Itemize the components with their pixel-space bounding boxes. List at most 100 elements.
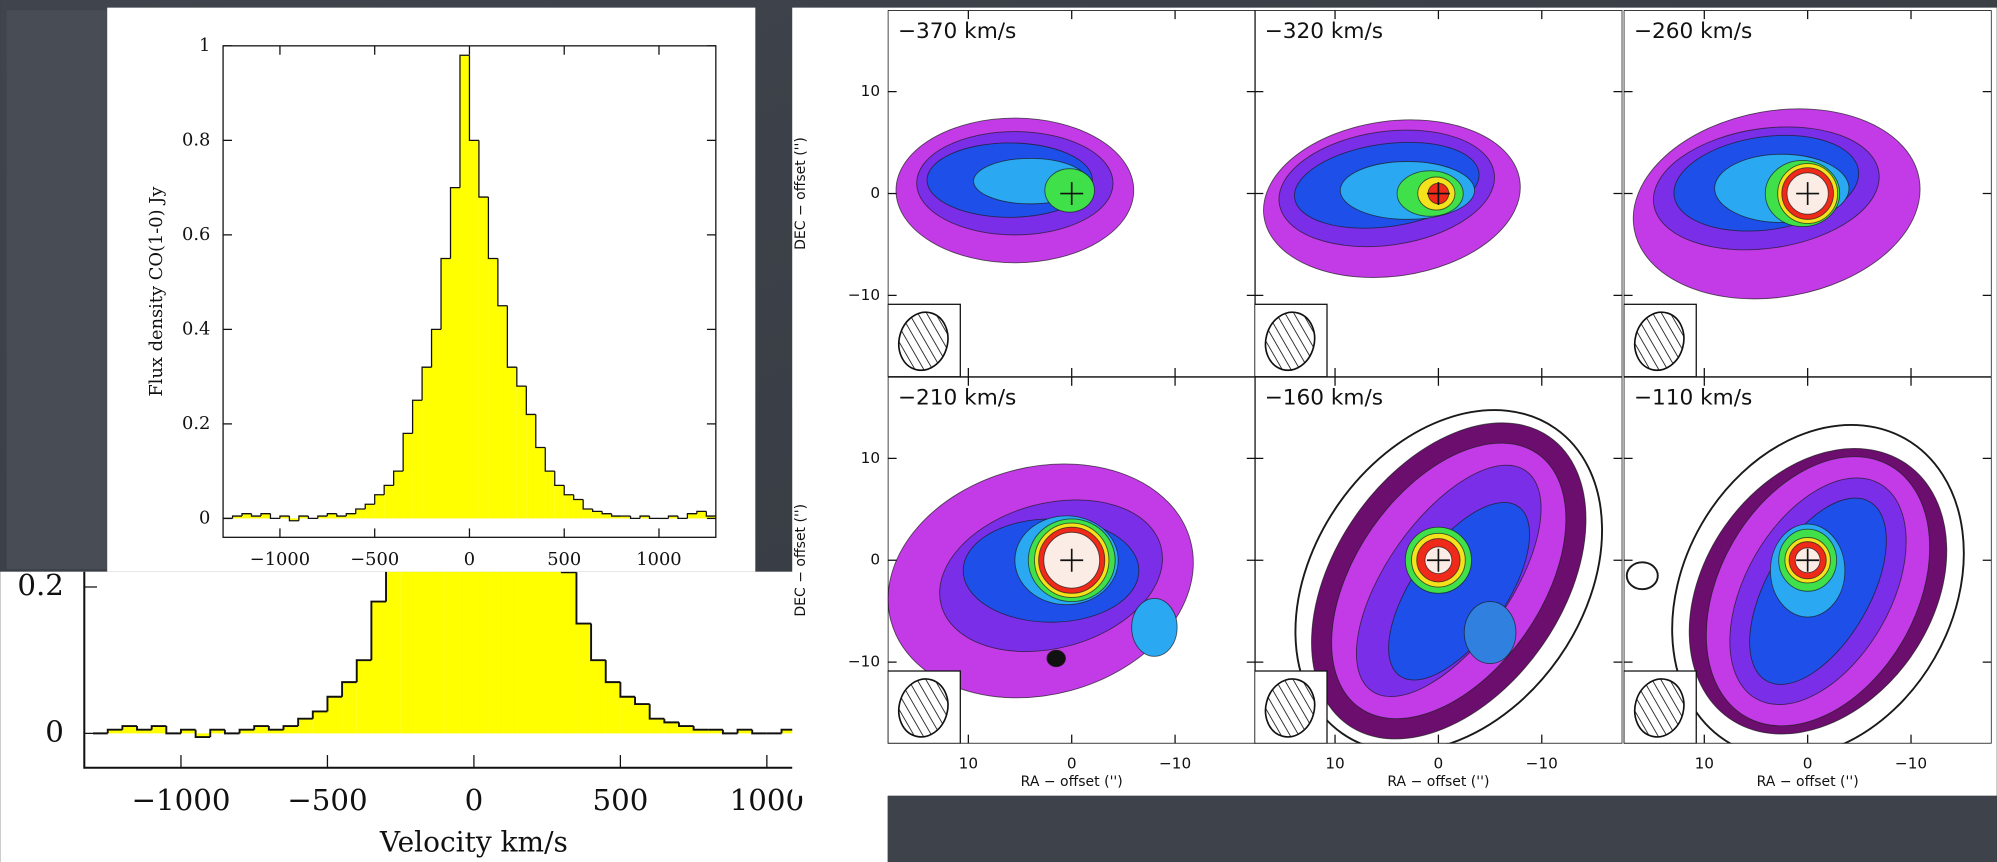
x-axis-label: RA − offset (''): [1021, 774, 1123, 790]
x-tick-label: 500: [547, 549, 581, 570]
step-outline: [421, 366, 432, 401]
step-outline: [326, 513, 337, 517]
step-outline: [639, 515, 650, 519]
bar: [342, 682, 357, 734]
bar: [298, 516, 309, 519]
bar: [478, 197, 489, 519]
bar: [365, 504, 375, 519]
bar: [327, 513, 337, 519]
bar: [441, 258, 451, 519]
bar: [356, 660, 372, 734]
step-outline: [590, 623, 606, 662]
step-outline: [468, 55, 479, 141]
center-marker: [1060, 548, 1084, 572]
x-axis-label: RA − offset (''): [1387, 774, 1489, 790]
bar: [374, 494, 385, 519]
bar: [535, 447, 546, 519]
step-outline: [677, 516, 688, 520]
y-tick-label: 1: [199, 35, 210, 56]
step-outline: [560, 571, 577, 574]
step-outline: [307, 516, 318, 520]
y-tick-label: 10: [861, 449, 880, 467]
step-outline: [411, 399, 423, 434]
bar: [122, 726, 138, 734]
step-outline: [326, 695, 343, 712]
step-outline: [459, 54, 470, 188]
step-outline: [663, 718, 679, 724]
step-outline: [604, 660, 621, 684]
spectrum-inset: −1000 −500 0 500 1000 0 0.2 0.4 0.6 0.8 1 Flux dens…: [146, 35, 717, 570]
step-outline: [440, 257, 451, 330]
x-tick-label: 1000: [730, 783, 804, 817]
panel-label: −370 km/s: [898, 19, 1016, 44]
bar: [554, 485, 565, 519]
y-tick-label: 0: [199, 507, 210, 528]
bar: [592, 511, 603, 519]
step-outline: [610, 513, 622, 517]
x-tick-label: 0: [464, 549, 475, 570]
bar: [210, 729, 225, 734]
bar: [706, 516, 716, 519]
x-axis-label: RA − offset (''): [1757, 774, 1859, 790]
step-outline: [250, 513, 261, 517]
bar: [415, 571, 430, 734]
step-outline: [385, 571, 387, 602]
bar: [678, 726, 694, 734]
step-outline: [383, 484, 394, 495]
bar: [336, 516, 347, 519]
map-panel: [887, 376, 1256, 744]
bar: [400, 571, 416, 734]
step-outline: [269, 513, 280, 520]
bar: [708, 729, 723, 734]
center-marker: [1796, 548, 1820, 572]
bar: [545, 471, 555, 519]
axes: [83, 571, 864, 769]
bar: [591, 660, 606, 734]
bar: [232, 516, 243, 519]
step-outline: [736, 728, 753, 734]
step-outline: [364, 503, 375, 509]
beam: [1633, 678, 1685, 738]
y-tick-label: −10: [848, 286, 880, 304]
x-tick-label: −1000: [131, 783, 230, 817]
panel-label: −160 km/s: [1265, 386, 1383, 411]
step-outline: [705, 511, 716, 517]
map-panel: [1254, 376, 1623, 744]
step-outline: [231, 515, 243, 519]
x-tick-label: −10: [1895, 754, 1927, 772]
y-tick-label: 0: [870, 551, 880, 569]
step-outline: [506, 305, 517, 368]
bar: [507, 367, 517, 519]
bar: [576, 623, 592, 734]
bar: [583, 508, 593, 519]
panel-label: −260 km/s: [1634, 19, 1752, 44]
bar: [298, 718, 313, 734]
bar: [312, 711, 328, 734]
bar: [516, 386, 527, 519]
bar: [450, 187, 460, 519]
bar: [469, 140, 479, 519]
map-panel: [1623, 10, 1992, 377]
step-outline: [267, 726, 284, 731]
step-outline: [430, 328, 442, 368]
center-marker: [1426, 548, 1450, 572]
bar: [251, 516, 261, 519]
panel-label: −110 km/s: [1634, 386, 1752, 411]
step-outline: [592, 508, 603, 512]
step-outline: [667, 515, 678, 519]
bar: [737, 729, 753, 734]
map-panel: [887, 10, 1256, 377]
step-outline: [535, 414, 546, 449]
step-outline: [279, 515, 290, 519]
step-outline: [180, 728, 196, 734]
bar: [459, 55, 470, 519]
x-tick-label: −1000: [250, 549, 310, 570]
bar: [393, 471, 404, 519]
y-tick-label: 0: [870, 184, 880, 202]
center-marker: [1060, 182, 1084, 205]
x-tick-label: −500: [287, 783, 367, 817]
x-tick-label: 0: [465, 783, 484, 817]
channel-maps: −10 0 10 −370 km/s DEC − offset ('') −320 km/…: [793, 10, 1992, 790]
emission-contour: [1044, 168, 1095, 213]
step-outline: [298, 515, 309, 521]
